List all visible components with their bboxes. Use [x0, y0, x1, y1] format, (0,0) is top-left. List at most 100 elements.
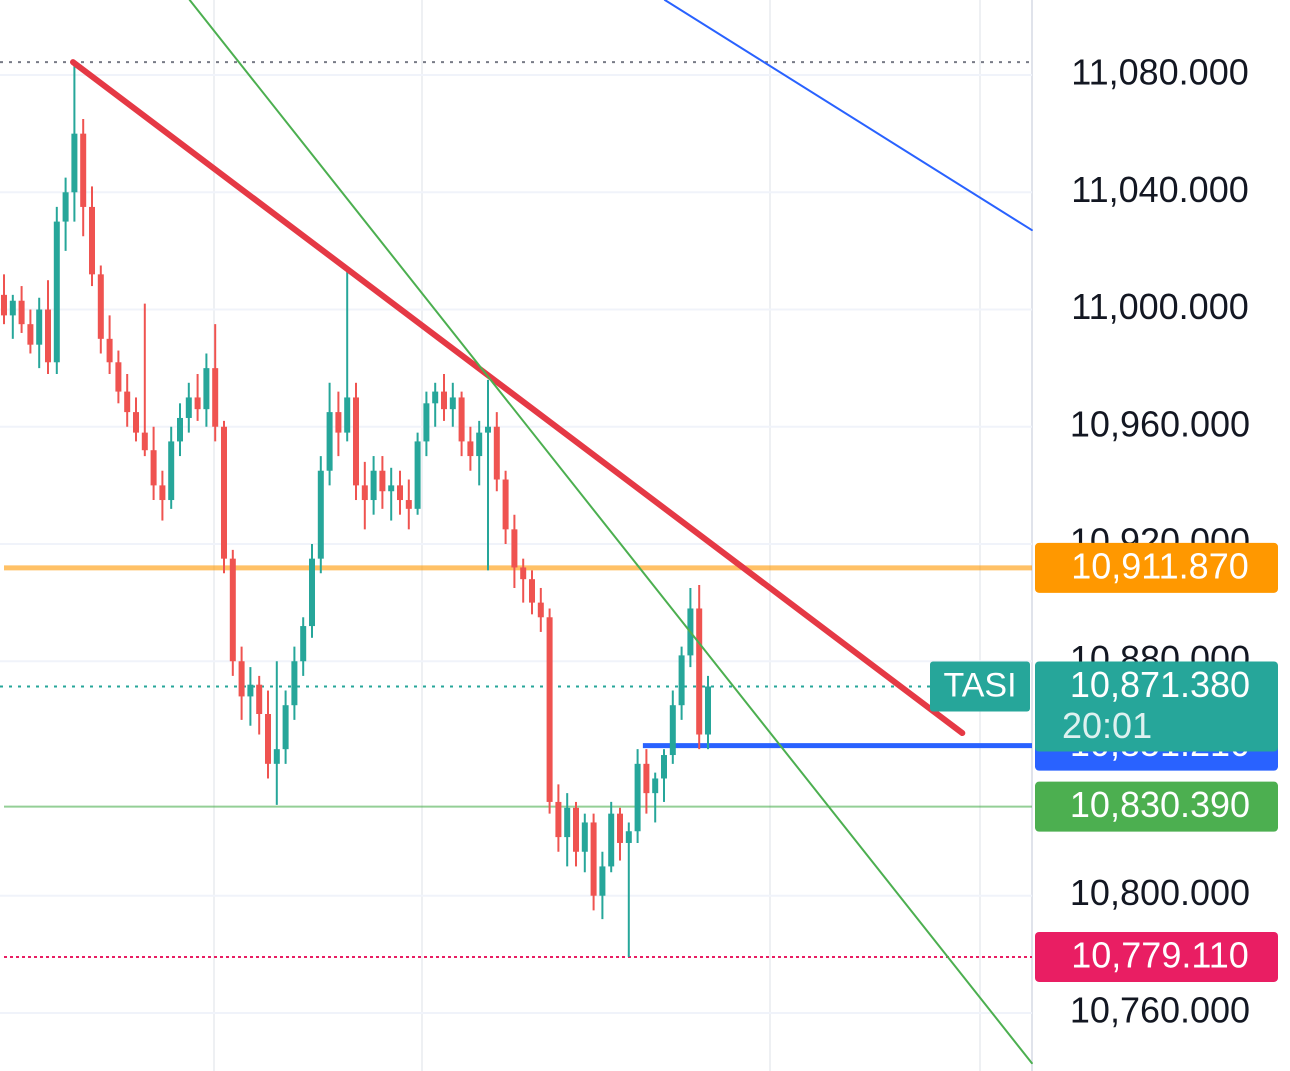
candle-body	[9, 300, 16, 316]
price-label-box	[1035, 931, 1278, 982]
candle-body	[397, 485, 403, 501]
last-price-box	[1035, 661, 1278, 752]
price-label-box	[1035, 542, 1278, 593]
candle-body	[423, 403, 430, 442]
price-label-box	[1035, 781, 1278, 832]
y-tick-label: 11,080.000	[1071, 52, 1249, 93]
candle-body	[247, 684, 254, 697]
candle-body	[97, 274, 104, 339]
y-tick-label: 10,800.000	[1070, 872, 1250, 913]
price-label: 10,911.870	[1071, 545, 1249, 586]
candle-body	[581, 822, 588, 852]
candle-body	[643, 763, 650, 794]
candle-body	[168, 441, 175, 501]
candle-body	[353, 397, 359, 486]
candle-body	[361, 485, 368, 501]
candle-body	[1, 294, 7, 316]
candle-body	[71, 133, 78, 193]
candle-body	[414, 441, 421, 509]
candle-body	[194, 397, 201, 410]
candle-body	[608, 813, 615, 867]
candle-body	[141, 432, 148, 451]
trend-line	[69, 59, 966, 737]
candle-body	[36, 309, 43, 345]
candle-body	[18, 300, 25, 325]
candle-body	[485, 426, 491, 433]
candle-body	[590, 822, 597, 896]
candle-body	[62, 192, 69, 222]
candle-body	[599, 866, 606, 896]
candle-body	[326, 412, 333, 471]
candle-body	[89, 206, 95, 275]
trend-line	[663, 0, 1033, 232]
candle-body	[467, 441, 474, 457]
candle-body	[449, 397, 456, 410]
candle-body	[555, 801, 562, 838]
candle-body	[661, 755, 667, 779]
candle-body	[124, 391, 131, 413]
candle-body	[502, 479, 509, 530]
candle-body	[705, 686, 711, 735]
candle-body	[520, 567, 527, 580]
candle-body	[300, 626, 307, 662]
candle-body	[696, 608, 703, 735]
candle-body	[405, 500, 412, 509]
y-tick-label: 10,760.000	[1070, 989, 1250, 1030]
candle-body	[625, 831, 632, 843]
candle-body	[344, 397, 351, 433]
candle-body	[564, 807, 571, 838]
candle-body	[432, 391, 439, 404]
candle-body	[291, 661, 298, 706]
countdown: 20:01	[1062, 705, 1152, 746]
trend-line	[188, 0, 1033, 1065]
candle-body	[177, 417, 183, 442]
time-grid	[213, 0, 981, 1071]
candle-body	[309, 558, 315, 627]
candle-body	[458, 397, 465, 442]
candle-body	[80, 133, 87, 207]
candle-body	[546, 617, 553, 802]
symbol-box	[930, 661, 1030, 712]
candle-body	[265, 714, 271, 764]
candle-body	[678, 655, 685, 706]
candle-body	[493, 426, 500, 480]
candle-body	[27, 324, 34, 345]
candle-body	[256, 684, 263, 714]
candle-body	[652, 778, 659, 794]
candle-body	[537, 602, 544, 618]
price-label: 10,779.110	[1071, 934, 1249, 975]
candle-body	[669, 705, 676, 756]
candle-body	[317, 470, 324, 559]
candle-body	[212, 368, 219, 427]
candle-body	[476, 432, 483, 457]
candle-body	[573, 807, 579, 852]
candle-body	[388, 485, 395, 492]
candle-body	[529, 579, 535, 603]
candle-body	[335, 412, 342, 433]
candle-body	[203, 368, 210, 410]
candle-body	[282, 705, 289, 750]
y-tick-label: 10,960.000	[1070, 403, 1250, 444]
y-tick-label: 11,000.000	[1071, 286, 1249, 327]
candle-body	[150, 450, 157, 486]
price-label: 10,830.390	[1070, 784, 1250, 825]
candle-body	[106, 338, 113, 363]
candle-body	[273, 749, 280, 764]
y-tick-label: 11,040.000	[1071, 169, 1249, 210]
candle-body	[441, 391, 447, 410]
candle-body	[634, 763, 641, 832]
candle-body	[229, 558, 236, 662]
candle-body	[115, 362, 122, 392]
candle-body	[238, 661, 245, 697]
symbol-label: TASI	[943, 666, 1016, 704]
candle-body	[133, 412, 139, 433]
candle-body	[53, 221, 60, 363]
last-price-label: 10,871.380	[1070, 664, 1250, 705]
candle-body	[45, 309, 51, 363]
candle-body	[221, 426, 227, 559]
candle-body	[379, 470, 386, 492]
candle-body	[185, 397, 192, 418]
candle-body	[370, 470, 377, 501]
candle-body	[511, 529, 518, 568]
